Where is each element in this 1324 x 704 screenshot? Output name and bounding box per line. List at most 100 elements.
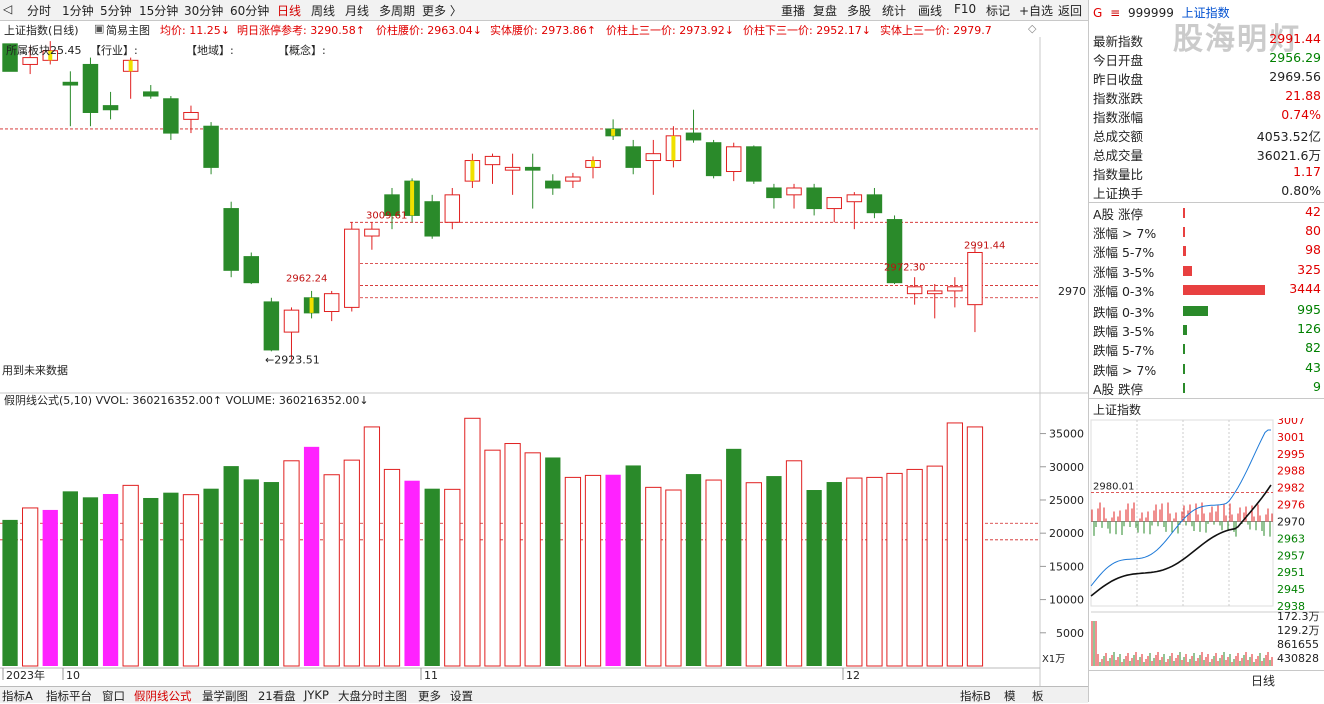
candle-body: [725, 146, 742, 173]
tab-15min[interactable]: 15分钟: [139, 4, 179, 18]
mini-tick-label: 2995: [1277, 448, 1305, 461]
layout-label[interactable]: 简易主图: [106, 24, 150, 37]
draw-line-button[interactable]: 画线: [918, 4, 943, 18]
collapse-icon[interactable]: ▣: [94, 22, 105, 35]
candle-body: [183, 111, 199, 120]
candle-body: [62, 81, 79, 86]
distribution-row: 跌幅 0-3% 995: [1093, 301, 1321, 320]
volume-bar: [826, 482, 842, 666]
stat-row: 最新指数 2991.44: [1093, 30, 1321, 49]
candle-body: [846, 194, 863, 203]
back-arrow-icon[interactable]: ◁: [3, 2, 13, 16]
tab-indicator-b[interactable]: 指标B: [960, 689, 991, 703]
price-annotation: 2962.24: [286, 273, 327, 284]
volume-bar: [866, 476, 883, 667]
tab-template[interactable]: 模: [1004, 689, 1016, 703]
low-price-label: ←2923.51: [265, 354, 320, 367]
volume-bar: [82, 497, 99, 666]
tab-5min[interactable]: 5分钟: [100, 4, 132, 18]
mini-tick-label: 2963: [1277, 532, 1305, 545]
volume-tick-label: 20000: [1049, 527, 1084, 540]
tab-daily[interactable]: 日线: [277, 4, 302, 18]
volume-bar: [685, 474, 702, 666]
mini-tick-label: 2938: [1277, 600, 1305, 613]
tab-indicator-platform[interactable]: 指标平台: [46, 689, 92, 703]
distribution-row: 涨幅 5-7% 98: [1093, 241, 1321, 260]
mini-tick-label: 3007: [1277, 418, 1305, 427]
tab-volume-sub[interactable]: 量学副图: [202, 689, 248, 703]
tab-1min[interactable]: 1分钟: [62, 4, 94, 18]
stock-code: 999999: [1128, 6, 1174, 20]
candle-body: [344, 228, 360, 308]
diamond-icon[interactable]: ◇: [1028, 22, 1037, 35]
g-icon: G: [1093, 6, 1103, 20]
tab-monthly[interactable]: 月线: [345, 4, 370, 18]
tab-window[interactable]: 窗口: [102, 689, 125, 703]
add-watchlist-button[interactable]: +自选: [1019, 4, 1054, 18]
tab-board[interactable]: 板: [1032, 689, 1044, 703]
volume-bar: [946, 422, 963, 667]
return-button[interactable]: 返回: [1058, 4, 1083, 18]
candle-body: [565, 176, 581, 182]
mini-tick-label: 2982: [1277, 482, 1305, 495]
tab-multi-period[interactable]: 多周期: [379, 4, 416, 18]
mini-tick-label: 2988: [1277, 465, 1305, 478]
volume-bar: [363, 426, 381, 667]
tab-more[interactable]: 更多 〉: [422, 4, 462, 18]
distribution-label: A股 跌停: [1093, 381, 1144, 397]
tab-21-watch[interactable]: 21看盘: [258, 689, 296, 703]
f10-button[interactable]: F10: [954, 2, 977, 16]
tab-more-indicators[interactable]: 更多: [418, 689, 441, 703]
candle-body: [263, 301, 280, 351]
distribution-bar: [1183, 227, 1186, 238]
stats-button[interactable]: 统计: [882, 4, 907, 18]
volume-bar: [785, 460, 803, 667]
volume-bar: [886, 472, 903, 667]
tab-weekly[interactable]: 周线: [311, 4, 336, 18]
review-button[interactable]: 复盘: [813, 4, 838, 18]
tab-jykp[interactable]: JYKP: [304, 688, 329, 702]
volume-bar: [444, 488, 461, 667]
multi-stock-button[interactable]: 多股: [847, 4, 872, 18]
mini-tick-label: 3001: [1277, 431, 1305, 444]
mini-tab-daily[interactable]: 日线: [1251, 674, 1276, 688]
volume-bar: [2, 519, 18, 666]
tab-minute[interactable]: 分时: [27, 4, 52, 18]
tab-settings[interactable]: 设置: [450, 689, 473, 703]
volume-bar: [182, 494, 200, 667]
stat-row: 今日开盘 2956.29: [1093, 49, 1321, 68]
distribution-bar: [1183, 284, 1265, 295]
sector-row: 所属板块25.45: [6, 42, 82, 58]
candle-marker: [410, 181, 415, 216]
intraday-mini-chart[interactable]: 3007 3001 2995 2988 2982 2976 2970 2963 2957 2951…: [1089, 418, 1324, 668]
tab-market-intraday[interactable]: 大盘分时主图: [338, 689, 407, 703]
distribution-label: 涨幅 > 7%: [1093, 226, 1157, 242]
tab-60min[interactable]: 60分钟: [230, 4, 270, 18]
stat-label: 最新指数: [1093, 34, 1144, 49]
distribution-label: A股 涨停: [1093, 207, 1144, 222]
distribution-label: 涨幅 5-7%: [1093, 245, 1155, 261]
distribution-value: 3444: [1289, 280, 1321, 296]
tab-indicator-a[interactable]: 指标A: [2, 689, 33, 703]
stat-label: 上证换手: [1093, 186, 1144, 201]
stat-value: 0.74%: [1281, 107, 1321, 122]
mark-button[interactable]: 标记: [986, 4, 1011, 18]
volume-unit-label: X1万: [1042, 654, 1065, 665]
volume-formula: 假阴线公式(5,10) VVOL: 360216352.00↑ VOLUME: …: [4, 394, 369, 407]
tab-30min[interactable]: 30分钟: [184, 4, 224, 18]
volume-bar: [102, 493, 119, 666]
volume-tick-label: 5000: [1056, 627, 1084, 640]
distribution-value: 82: [1305, 340, 1321, 356]
menu-icon[interactable]: ≡: [1110, 6, 1121, 20]
region-label: 【地域】:: [186, 44, 234, 57]
kline-annotations: 3009.61 2962.24 2972.30 2991.44 ←2923.51: [265, 210, 1005, 366]
volume-tick-label: 10000: [1049, 594, 1084, 607]
main-chart-area[interactable]: 2970 3009.61 2962.24 2972.30 2991.44 ←2923.5…: [0, 37, 1088, 686]
candle-body: [705, 142, 722, 177]
mini-vol-label: 129.2万: [1277, 624, 1320, 637]
distribution-row: 跌幅 5-7% 82: [1093, 339, 1321, 358]
tab-fake-yin-formula[interactable]: 假阴线公式: [134, 689, 192, 703]
candle-marker: [671, 135, 676, 161]
replay-button[interactable]: 重播: [781, 4, 806, 18]
stat-label: 今日开盘: [1093, 53, 1144, 68]
